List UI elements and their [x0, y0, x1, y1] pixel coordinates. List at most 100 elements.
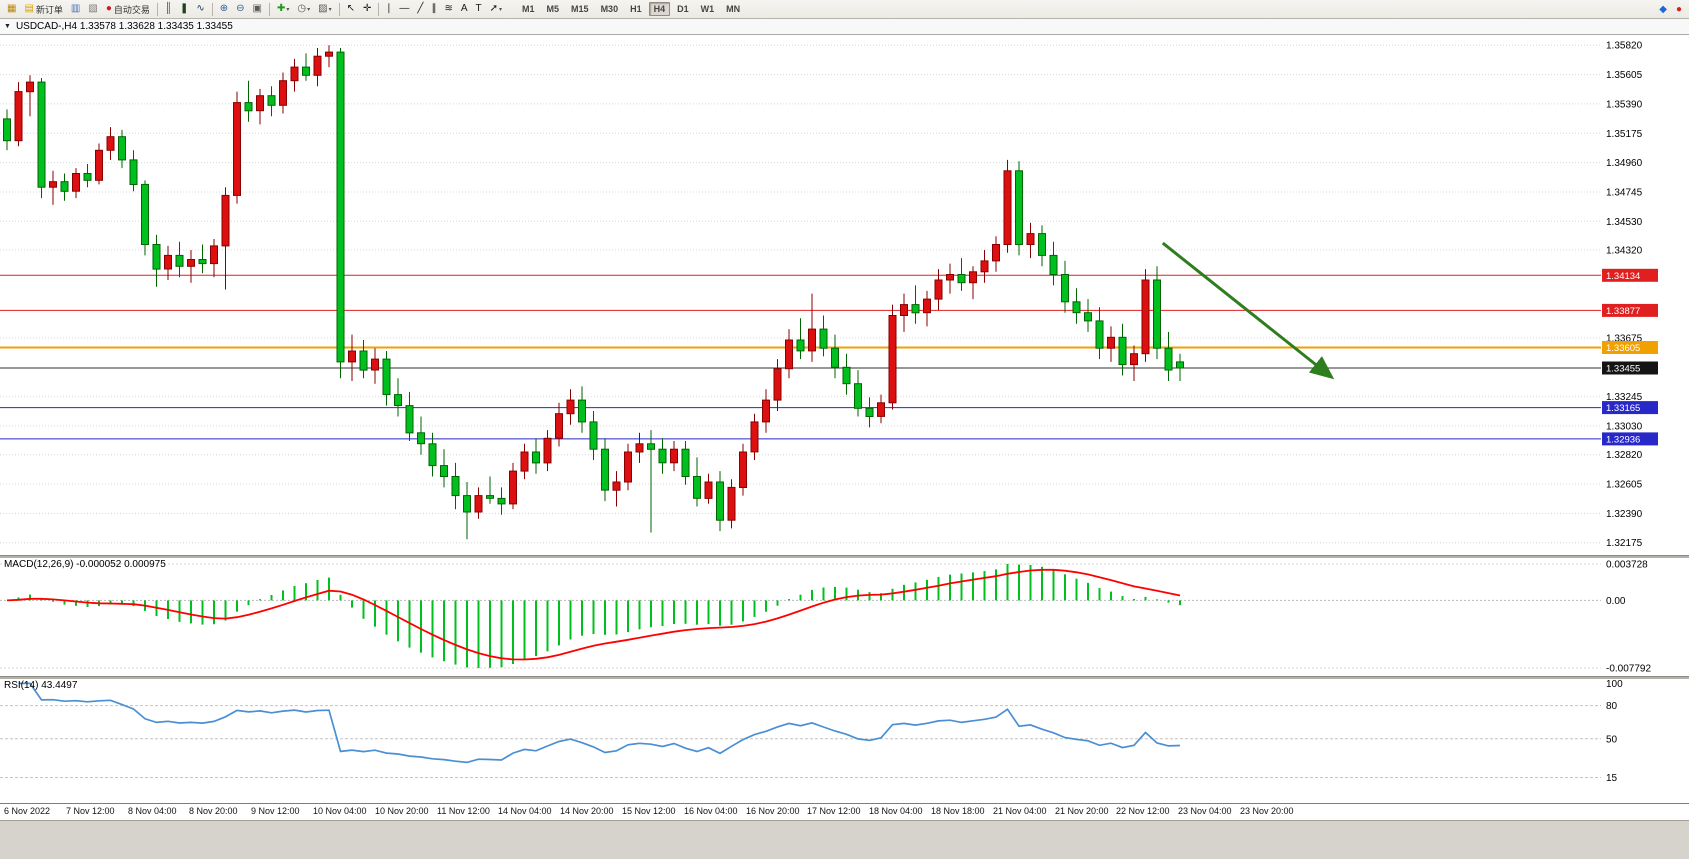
toolbar-button-candlesticks[interactable]: ❚	[176, 0, 192, 18]
time-axis[interactable]: 6 Nov 2022 7 Nov 12:00 8 Nov 04:00 8 Nov 20…	[0, 803, 1689, 820]
candlesticks-icon: ❚	[179, 3, 189, 14]
profiles-icon: ▧	[88, 3, 98, 14]
time-label: 22 Nov 12:00	[1116, 806, 1170, 816]
tile-windows-icon: ▣	[252, 3, 262, 14]
zoom-out-icon: ⊖	[236, 3, 245, 14]
toolbar-separator	[211, 2, 213, 16]
timeframe-mn[interactable]: MN	[726, 4, 741, 14]
toolbar-button-line-chart[interactable]: ∿	[192, 0, 208, 18]
text-icon: A	[460, 3, 468, 14]
indicators-caret-icon[interactable]: ▾	[286, 6, 290, 13]
toolbar-button-templates[interactable]: ▨ ▾	[314, 0, 335, 18]
macd-panel[interactable]: 0.003728 0.00 -0.007792 MACD(12,26,9) -0.0…	[0, 558, 1689, 676]
crosshair-icon: ✛	[363, 3, 372, 14]
trendline-icon: ╱	[417, 3, 424, 14]
toolbar-button-vertical-line[interactable]: ∣	[382, 0, 395, 18]
svg-text:1.35820: 1.35820	[1606, 41, 1643, 52]
toolbar-button-profiles[interactable]: ▧	[84, 0, 101, 18]
community-icon: ◆	[1659, 4, 1667, 15]
arrows-caret-icon[interactable]: ▾	[499, 6, 503, 13]
timeframe-bar: M1 M5 M15 M30 H1 H4 D1 W1 MN	[516, 2, 746, 16]
time-label: 14 Nov 20:00	[560, 806, 614, 816]
text-label-icon: T	[475, 3, 482, 14]
equidistant-channel-icon: ∥	[431, 3, 437, 14]
chart-dropdown-icon[interactable]: ▼	[4, 23, 11, 30]
toolbar-button-crosshair[interactable]: ✛	[359, 0, 375, 18]
svg-text:1.32936: 1.32936	[1606, 434, 1640, 445]
toolbar-button-new-order[interactable]: ▤ 新订单	[20, 0, 66, 18]
timeframe-m30[interactable]: M30	[600, 4, 619, 14]
main-toolbar: ▦ ▤ 新订单 ▥ ▧ ● 自动交易 ║ ❚ ∿ ⊕ ⊖ ▣ ✚ ▾ ◷ ▾ ▨ ▾ ↖ ✛ ∣ ― ╱ ∥ ≋ A T ➚ ▾ M1 M5…	[0, 0, 1689, 19]
window-bottom-area	[0, 820, 1689, 859]
svg-text:1.34134: 1.34134	[1606, 271, 1640, 282]
toolbar-button-autotrading[interactable]: ● 自动交易	[102, 0, 154, 18]
toolbar-button-zoom-out[interactable]: ⊖	[232, 0, 248, 18]
zoom-in-icon: ⊕	[219, 3, 229, 14]
svg-text:15: 15	[1606, 773, 1618, 784]
timeframe-d1[interactable]: D1	[677, 4, 689, 14]
periods-icon: ◷	[297, 3, 307, 14]
time-label: 8 Nov 04:00	[128, 806, 177, 816]
time-label: 23 Nov 04:00	[1178, 806, 1232, 816]
alerts-icon: ●	[1675, 4, 1682, 15]
timeframe-w1[interactable]: W1	[700, 4, 715, 14]
timeframe-m15[interactable]: M15	[571, 4, 589, 14]
svg-text:0.003728: 0.003728	[1606, 560, 1648, 571]
toolbar-button-ohlc-bars[interactable]: ║	[161, 0, 176, 18]
time-label: 23 Nov 20:00	[1240, 806, 1294, 816]
price-panel[interactable]: 1.35820 1.35605 1.35390 1.35175 1.34960 1.347…	[0, 35, 1689, 555]
time-label: 16 Nov 04:00	[684, 806, 738, 816]
svg-text:1.34320: 1.34320	[1606, 246, 1643, 257]
trend-arrow	[1161, 241, 1335, 380]
toolbar-button-zoom-in[interactable]: ⊕	[216, 0, 232, 18]
toolbar-button-fibonacci-retracement[interactable]: ≋	[440, 0, 456, 18]
time-label: 21 Nov 04:00	[993, 806, 1047, 816]
price-chart-canvas[interactable]: 1.35820 1.35605 1.35390 1.35175 1.34960 1.347…	[0, 35, 1689, 555]
time-label: 16 Nov 20:00	[746, 806, 800, 816]
panel-separator-2[interactable]	[0, 676, 1689, 679]
toolbar-button-periods[interactable]: ◷ ▾	[293, 0, 314, 18]
toolbar-button-tile-windows[interactable]: ▣	[249, 0, 266, 18]
toolbar-button-text-label[interactable]: T	[472, 0, 486, 18]
chart-window-icon: ▦	[7, 3, 17, 14]
horizontal-line-icon: ―	[399, 3, 410, 14]
panel-separator-1[interactable]	[0, 555, 1689, 558]
line-chart-icon: ∿	[196, 3, 205, 14]
time-label: 10 Nov 04:00	[313, 806, 367, 816]
time-label: 21 Nov 20:00	[1055, 806, 1109, 816]
templates-icon: ▨	[318, 3, 328, 14]
toolbar-button-indicators[interactable]: ✚ ▾	[273, 0, 293, 18]
time-label: 17 Nov 12:00	[807, 806, 861, 816]
toolbar-button-alerts[interactable]: ●	[1674, 1, 1684, 19]
templates-caret-icon[interactable]: ▾	[328, 6, 332, 13]
toolbar-buttons: ▦ ▤ 新订单 ▥ ▧ ● 自动交易 ║ ❚ ∿ ⊕ ⊖ ▣ ✚ ▾ ◷ ▾ ▨ ▾ ↖ ✛ ∣ ― ╱ ∥ ≋ A T ➚ ▾	[3, 0, 506, 18]
timeframe-m5[interactable]: M5	[546, 4, 560, 14]
svg-text:1.35175: 1.35175	[1606, 129, 1643, 140]
toolbar-button-text[interactable]: A	[457, 0, 472, 18]
svg-text:1.33245: 1.33245	[1606, 392, 1643, 403]
time-label: 11 Nov 12:00	[437, 806, 490, 816]
svg-text:1.34530: 1.34530	[1606, 217, 1643, 228]
toolbar-separator	[338, 2, 340, 16]
toolbar-button-arrows[interactable]: ➚ ▾	[486, 0, 506, 18]
timeframe-m1[interactable]: M1	[522, 4, 535, 14]
periods-caret-icon[interactable]: ▾	[307, 6, 311, 13]
toolbar-button-chart-window[interactable]: ▦	[3, 0, 20, 18]
svg-text:1.32390: 1.32390	[1606, 509, 1643, 520]
svg-text:100: 100	[1606, 679, 1623, 690]
svg-text:1.34960: 1.34960	[1606, 158, 1643, 169]
rsi-canvas[interactable]: 100 80 50 15	[0, 679, 1689, 803]
ohlc-bars-icon: ║	[164, 3, 172, 14]
macd-canvas[interactable]: 0.003728 0.00 -0.007792	[0, 558, 1689, 676]
toolbar-button-community[interactable]: ◆	[1657, 1, 1669, 19]
svg-text:1.34745: 1.34745	[1606, 188, 1643, 199]
timeframe-h4[interactable]: H4	[648, 2, 671, 16]
svg-text:50: 50	[1606, 734, 1618, 745]
timeframe-h1[interactable]: H1	[630, 4, 642, 14]
rsi-panel[interactable]: 100 80 50 15 RSI(14) 43.4497	[0, 679, 1689, 803]
toolbar-button-trendline[interactable]: ╱	[413, 0, 427, 18]
toolbar-button-cursor[interactable]: ↖	[343, 0, 359, 18]
toolbar-button-charts[interactable]: ▥	[67, 0, 84, 18]
toolbar-button-equidistant-channel[interactable]: ∥	[427, 0, 440, 18]
toolbar-button-horizontal-line[interactable]: ―	[395, 0, 413, 18]
